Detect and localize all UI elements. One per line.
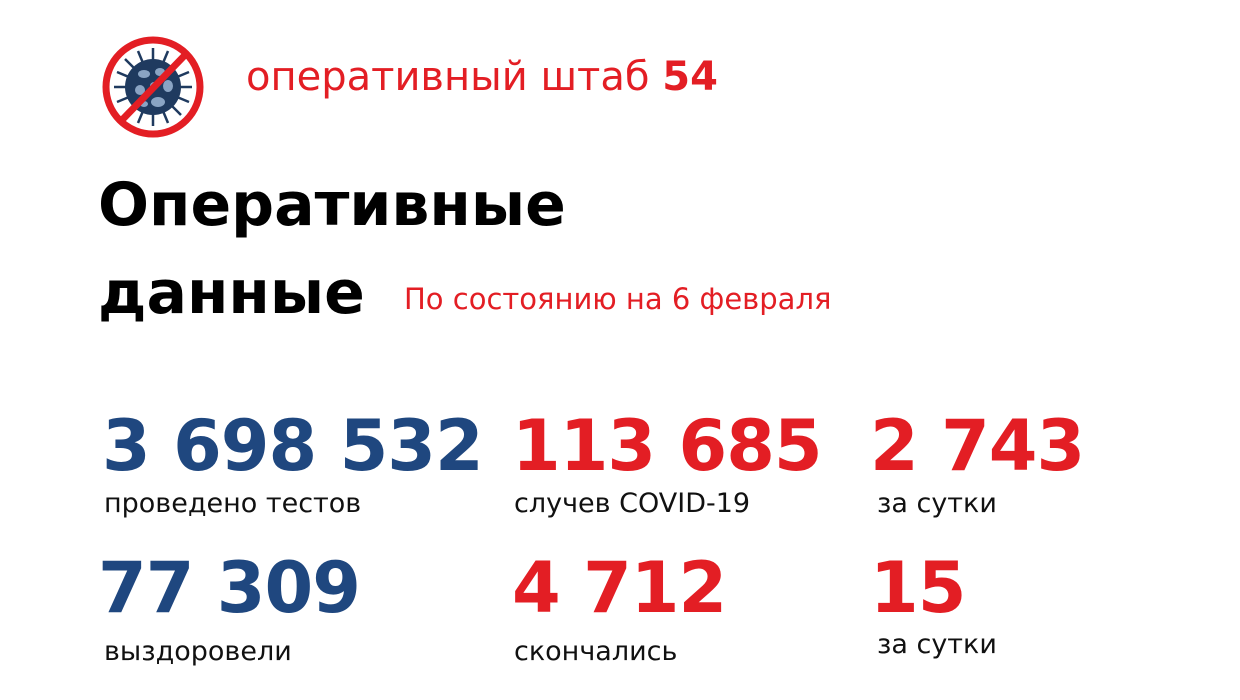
cases-label: случев COVID-19 [514,488,751,519]
logo [100,34,206,145]
cases-value: 113 685 [512,405,823,487]
recovered-label: выздоровели [104,636,292,667]
no-virus-icon [102,36,204,138]
page-title-line2: данные [98,258,365,328]
deaths-value: 4 712 [512,547,727,629]
brand-title: оперативный штаб 54 [246,54,718,100]
tests-value: 3 698 532 [102,405,484,487]
date-label: По состоянию на 6 февраля [404,282,832,316]
recovered-value: 77 309 [98,547,361,629]
deaths-label: скончались [514,636,678,667]
daily-deaths-label: за сутки [877,629,997,660]
daily-deaths-value: 15 [870,547,966,629]
daily-cases-value: 2 743 [870,405,1085,487]
page-title-line1: Оперативные [98,170,566,240]
daily-cases-label: за сутки [877,488,997,519]
tests-label: проведено тестов [104,488,362,519]
